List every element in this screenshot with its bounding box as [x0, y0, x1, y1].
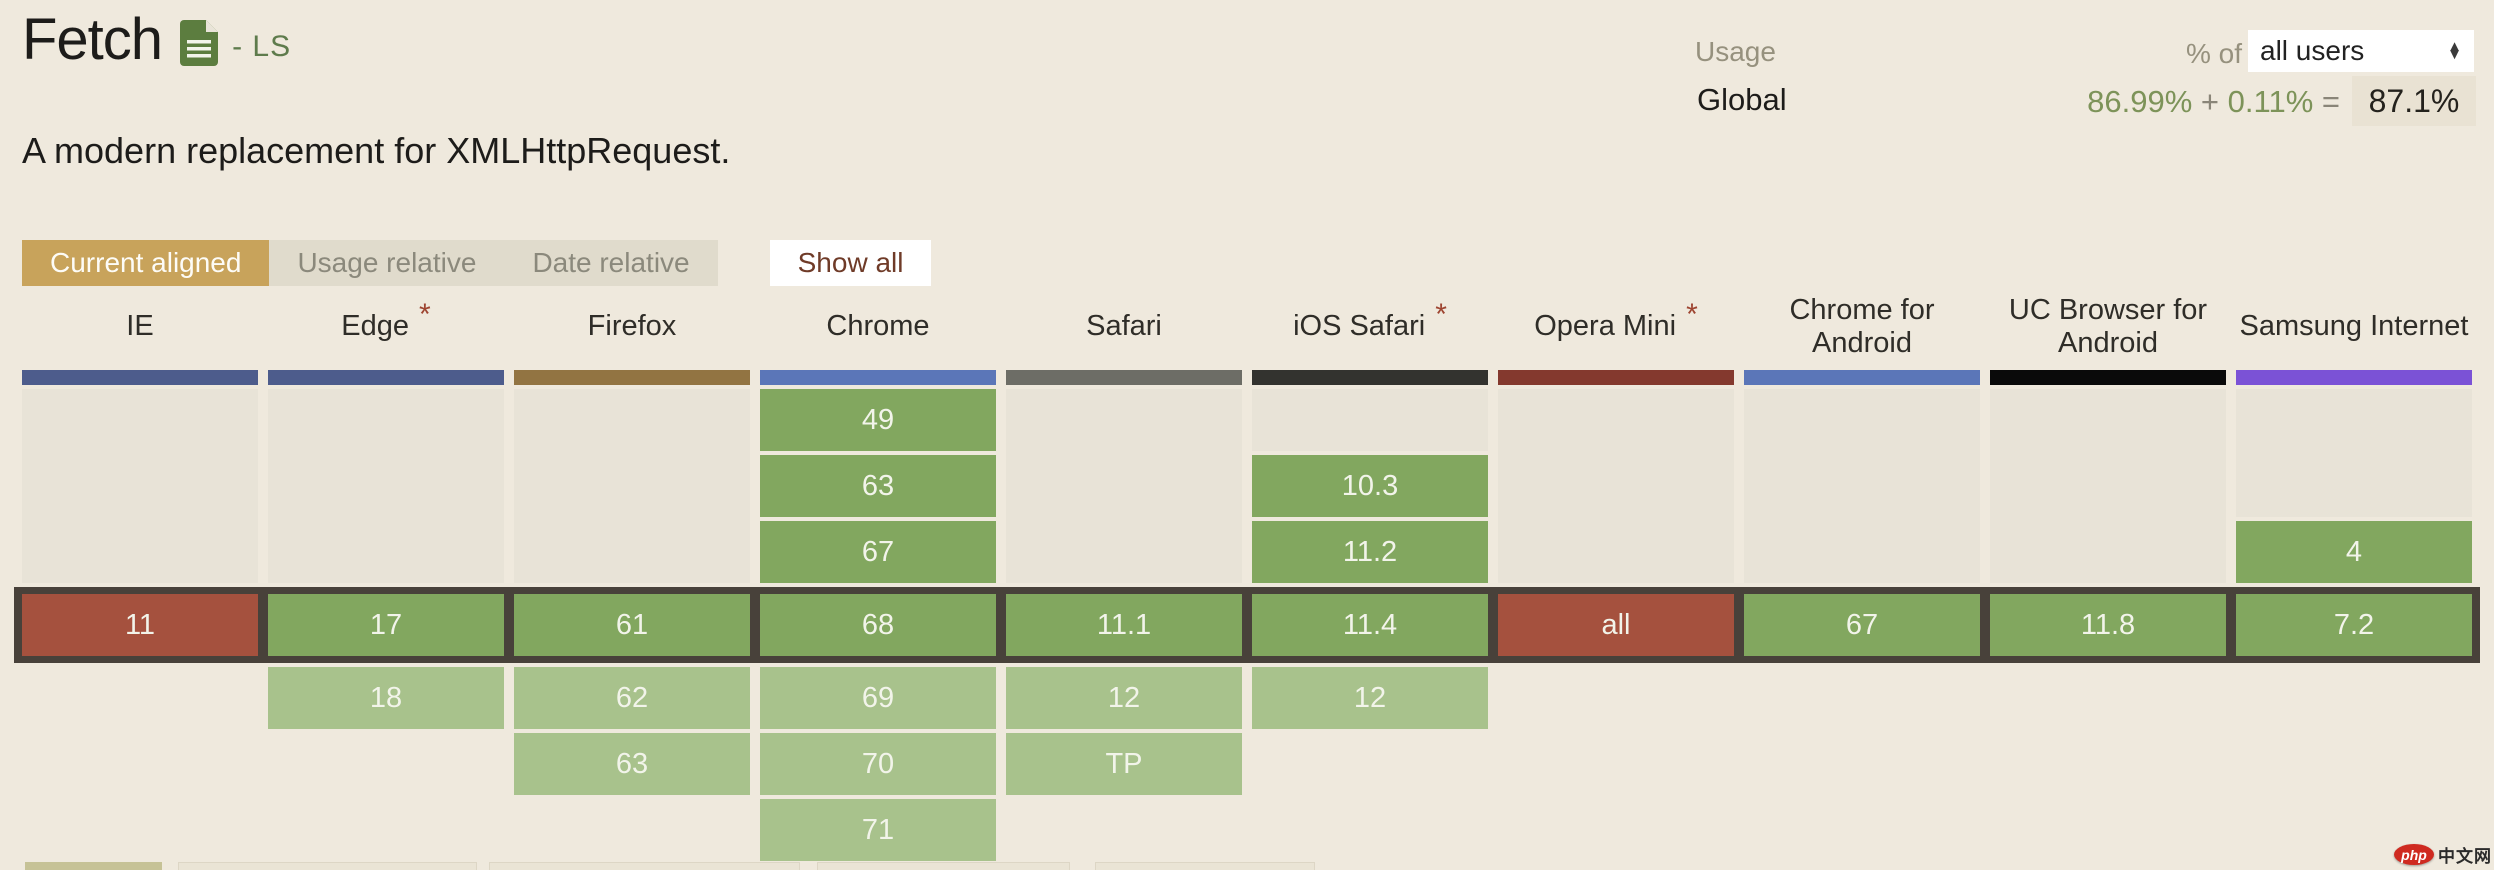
future-version-cell: 62 [514, 667, 750, 729]
current-version-cell: all [1498, 594, 1734, 656]
browser-color-bar-ios-safari [1252, 370, 1488, 385]
browser-name: Chrome for Android [1789, 293, 1935, 359]
feature-header: Fetch - LS [22, 8, 291, 72]
browser-color-bar-samsung-internet [2236, 370, 2472, 385]
future-version-cell: 69 [760, 667, 996, 729]
view-mode-tabs: Current aligned Usage relative Date rela… [22, 240, 932, 286]
browser-color-bar-ie [22, 370, 258, 385]
bottom-tab-3[interactable] [489, 862, 800, 870]
browser-color-bar-chrome [760, 370, 996, 385]
tab-date-relative[interactable]: Date relative [504, 240, 718, 286]
current-version-cell: 11 [22, 594, 258, 656]
tab-current-aligned[interactable]: Current aligned [22, 240, 270, 286]
select-arrows-icon: ▲ ▼ [2447, 37, 2462, 63]
future-version-cell: 12 [1252, 667, 1488, 729]
browser-header-ie: IE [22, 288, 258, 366]
browser-name: Chrome [826, 310, 930, 343]
browser-header-samsung-internet: Samsung Internet [2236, 288, 2472, 366]
browser-name: Edge [341, 310, 410, 343]
browser-header-chrome: Chrome [760, 288, 996, 366]
version-cell: 4 [2236, 521, 2472, 583]
bottom-tab-4[interactable] [817, 862, 1070, 870]
current-version-cell: 67 [1744, 594, 1980, 656]
future-version-cell: TP [1006, 733, 1242, 795]
no-data-cell [1990, 389, 2226, 583]
total-percent-badge: 87.1% [2352, 76, 2476, 126]
spec-document-icon [180, 19, 219, 66]
bottom-tab-2[interactable] [178, 862, 477, 870]
watermark-text: 中文网 [2438, 847, 2492, 866]
browser-color-bar-edge [268, 370, 504, 385]
site-watermark: php 中文网 [2394, 842, 2492, 867]
browser-color-bar-uc-browser-for-android [1990, 370, 2226, 385]
future-version-cell: 71 [760, 799, 996, 861]
show-all-button[interactable]: Show all [769, 240, 932, 286]
php-logo-icon: php [2394, 844, 2434, 865]
version-cell: 10.3 [1252, 455, 1488, 517]
browser-name: Safari [1086, 310, 1162, 343]
no-data-cell [1252, 389, 1488, 451]
no-data-cell [268, 389, 504, 583]
browser-header-ios-safari: iOS Safari * [1252, 288, 1488, 366]
browser-color-bar-opera-mini [1498, 370, 1734, 385]
equals-sign: = [2321, 84, 2340, 119]
partial-percent: 0.11% [2227, 84, 2314, 119]
current-version-cell: 61 [514, 594, 750, 656]
no-data-cell [2236, 389, 2472, 517]
no-data-cell [22, 389, 258, 583]
version-cell: 67 [760, 521, 996, 583]
spec-status-link[interactable]: - LS [232, 29, 292, 63]
version-cell: 11.2 [1252, 521, 1488, 583]
feature-description: A modern replacement for XMLHttpRequest. [22, 130, 731, 171]
percent-of-label: % of [2186, 38, 2243, 69]
percent-of-select[interactable]: all users ▲ ▼ [2248, 30, 2474, 72]
current-version-cell: 68 [760, 594, 996, 656]
future-version-cell: 12 [1006, 667, 1242, 729]
browser-header-chrome-for-android: Chrome for Android [1744, 288, 1980, 366]
no-data-cell [1006, 389, 1242, 583]
note-asterisk: * [1435, 297, 1447, 331]
current-version-cell: 11.1 [1006, 594, 1242, 656]
browser-name: Opera Mini [1534, 310, 1677, 343]
percent-of-select-value: all users [2260, 35, 2365, 66]
page-title: Fetch [22, 7, 163, 72]
browser-color-bar-safari [1006, 370, 1242, 385]
no-data-cell [1498, 389, 1734, 583]
current-version-cell: 7.2 [2236, 594, 2472, 656]
bottom-tab-1[interactable] [25, 862, 162, 870]
current-version-cell: 11.8 [1990, 594, 2226, 656]
browser-color-bar-chrome-for-android [1744, 370, 1980, 385]
browser-header-firefox: Firefox [514, 288, 750, 366]
support-table: IE 11 Edge * 17 18 Firefox 61 62 63 Chrome 49 63 67 68… [14, 288, 2480, 861]
note-asterisk: * [419, 297, 431, 331]
browser-color-bar-firefox [514, 370, 750, 385]
usage-region-label: Global [1697, 82, 1787, 117]
usage-percentages: 86.99% + 0.11% = [2040, 84, 2340, 120]
browser-header-opera-mini: Opera Mini * [1498, 288, 1734, 366]
current-version-cell: 17 [268, 594, 504, 656]
browser-name: IE [126, 310, 154, 343]
bottom-section-tabs-partial [0, 862, 2494, 870]
version-cell: 63 [760, 455, 996, 517]
version-cell: 49 [760, 389, 996, 451]
no-data-cell [1744, 389, 1980, 583]
usage-label: Usage [1695, 36, 1776, 67]
note-asterisk: * [1686, 297, 1698, 331]
browser-header-uc-browser-for-android: UC Browser for Android [1990, 288, 2226, 366]
browser-name: Samsung Internet [2239, 310, 2469, 343]
browser-name: iOS Safari [1293, 310, 1426, 343]
future-version-cell: 63 [514, 733, 750, 795]
future-version-cell: 18 [268, 667, 504, 729]
supported-percent: 86.99% [2087, 84, 2193, 119]
plus-sign: + [2200, 84, 2220, 119]
browser-header-edge: Edge * [268, 288, 504, 366]
current-version-cell: 11.4 [1252, 594, 1488, 656]
bottom-tab-5[interactable] [1095, 862, 1315, 870]
tab-usage-relative[interactable]: Usage relative [269, 240, 505, 286]
browser-name: UC Browser for Android [2008, 293, 2208, 359]
browser-name: Firefox [587, 310, 677, 343]
future-version-cell: 70 [760, 733, 996, 795]
browser-header-safari: Safari [1006, 288, 1242, 366]
no-data-cell [514, 389, 750, 583]
